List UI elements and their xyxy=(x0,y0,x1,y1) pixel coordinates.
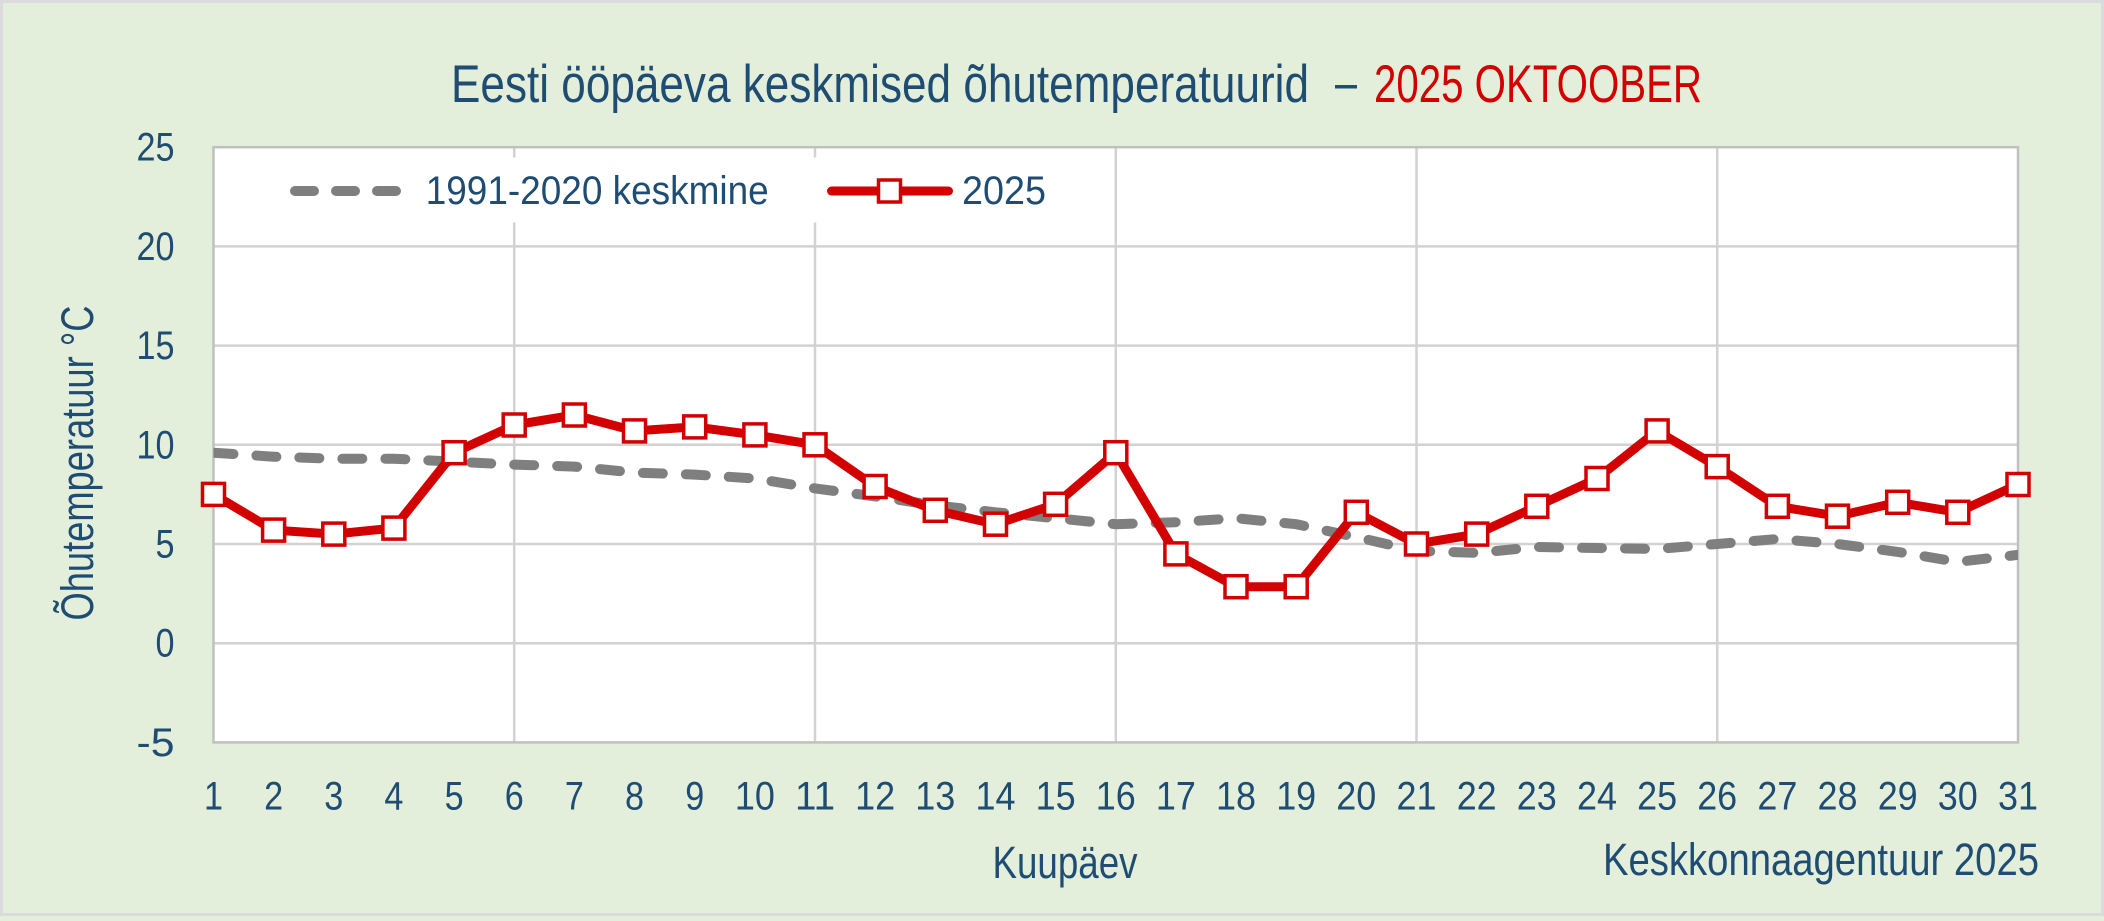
svg-text:Kuupäev: Kuupäev xyxy=(993,837,1138,888)
svg-text:7: 7 xyxy=(565,775,584,819)
svg-text:12: 12 xyxy=(855,775,895,819)
svg-text:10: 10 xyxy=(137,423,175,467)
svg-text:2: 2 xyxy=(264,775,283,819)
svg-text:1991-2020 keskmine: 1991-2020 keskmine xyxy=(426,169,769,213)
svg-text:17: 17 xyxy=(1156,775,1196,819)
svg-text:0: 0 xyxy=(156,622,175,666)
svg-text:31: 31 xyxy=(1998,775,2038,819)
svg-text:–: – xyxy=(1335,53,1358,112)
svg-text:20: 20 xyxy=(1336,775,1376,819)
svg-text:6: 6 xyxy=(505,775,524,819)
svg-text:5: 5 xyxy=(156,523,175,567)
svg-text:14: 14 xyxy=(976,775,1016,819)
svg-text:28: 28 xyxy=(1818,775,1858,819)
svg-text:19: 19 xyxy=(1276,775,1316,819)
svg-text:13: 13 xyxy=(915,775,955,819)
svg-text:11: 11 xyxy=(795,775,835,819)
svg-text:21: 21 xyxy=(1397,775,1437,819)
svg-text:2025 OKTOOBER: 2025 OKTOOBER xyxy=(1374,55,1702,114)
svg-text:15: 15 xyxy=(1036,775,1076,819)
svg-text:Keskkonnaagentuur 2025: Keskkonnaagentuur 2025 xyxy=(1603,834,2039,885)
svg-text:20: 20 xyxy=(137,225,175,269)
svg-text:27: 27 xyxy=(1757,775,1797,819)
svg-text:Eesti ööpäeva keskmised õhutem: Eesti ööpäeva keskmised õhutemperatuurid xyxy=(451,55,1309,114)
svg-text:25: 25 xyxy=(137,126,175,170)
svg-text:16: 16 xyxy=(1096,775,1136,819)
svg-text:10: 10 xyxy=(735,775,775,819)
svg-text:22: 22 xyxy=(1457,775,1497,819)
svg-text:29: 29 xyxy=(1878,775,1918,819)
svg-text:18: 18 xyxy=(1216,775,1256,819)
svg-text:3: 3 xyxy=(324,775,343,819)
svg-text:4: 4 xyxy=(384,775,403,819)
svg-text:9: 9 xyxy=(685,775,704,819)
svg-text:23: 23 xyxy=(1517,775,1557,819)
svg-text:5: 5 xyxy=(445,775,464,819)
svg-text:Õhutemperatuur °C: Õhutemperatuur °C xyxy=(52,306,103,621)
svg-text:1: 1 xyxy=(204,775,223,819)
svg-text:2025: 2025 xyxy=(962,169,1046,213)
svg-text:25: 25 xyxy=(1637,775,1677,819)
svg-text:15: 15 xyxy=(137,324,175,368)
svg-text:30: 30 xyxy=(1938,775,1978,819)
svg-text:26: 26 xyxy=(1697,775,1737,819)
svg-text:-5: -5 xyxy=(137,721,175,765)
svg-text:8: 8 xyxy=(625,775,644,819)
svg-text:24: 24 xyxy=(1577,775,1617,819)
